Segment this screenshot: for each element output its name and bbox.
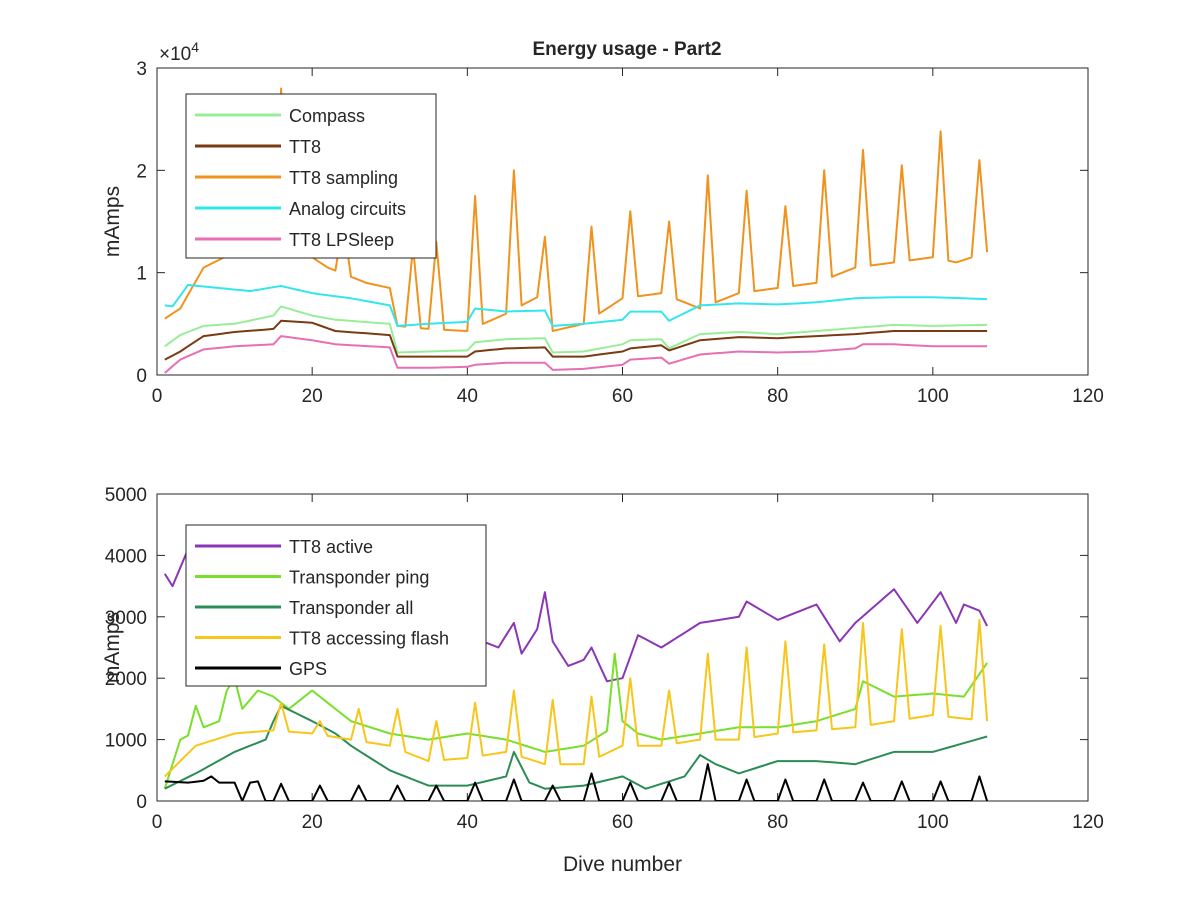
series-line-tt8 xyxy=(164,319,988,361)
x-tick-label: 100 xyxy=(917,812,949,833)
x-tick-label: 40 xyxy=(457,386,478,407)
legend-box xyxy=(185,93,437,259)
y-axis-label: mAmps xyxy=(101,186,124,257)
legend-label: TT8 LPSleep xyxy=(289,230,394,250)
legend-label: Analog circuits xyxy=(289,199,406,219)
y-tick-label: 3000 xyxy=(105,608,147,629)
y-exponent-power: 4 xyxy=(191,39,199,55)
y-tick-label: 1 xyxy=(136,264,147,285)
x-tick-label: 100 xyxy=(917,386,949,407)
x-tick-label: 40 xyxy=(457,812,478,833)
legend-label: TT8 sampling xyxy=(289,168,398,188)
x-tick-label: 60 xyxy=(612,812,633,833)
legend-label: TT8 accessing flash xyxy=(289,629,449,649)
y-tick-label: 1000 xyxy=(105,731,147,752)
x-tick-label: 60 xyxy=(612,386,633,407)
series-line-analog-circuits xyxy=(164,283,988,327)
x-tick-label: 20 xyxy=(302,812,323,833)
y-tick-label: 2 xyxy=(136,161,147,182)
y-exponent-base: ×10 xyxy=(159,44,191,65)
series-line-transponder-ping xyxy=(163,652,988,789)
y-tick-label: 5000 xyxy=(105,485,147,506)
legend: TT8 active Transponder ping Transponder al… xyxy=(185,524,487,687)
y-tick-label: 3 xyxy=(136,59,147,80)
x-tick-label: 120 xyxy=(1072,812,1104,833)
legend-label: Compass xyxy=(289,106,365,126)
x-tick-label: 80 xyxy=(767,812,788,833)
x-tick-label: 120 xyxy=(1072,386,1104,407)
legend-label: TT8 active xyxy=(289,537,373,557)
series-line-tt8-lpsleep xyxy=(164,335,988,374)
x-tick-label: 20 xyxy=(302,386,323,407)
y-axis-label: mAmps xyxy=(101,612,124,683)
plot-area xyxy=(163,548,989,801)
series-line-compass xyxy=(164,305,988,354)
series-line-tt8-accessing-flash xyxy=(164,618,989,778)
top-subplot: 0 20 40 60 80 100 120 0 1 2 3 ×104 mAmps Compass TT8 TT… xyxy=(101,39,1104,407)
y-exponent-label: ×104 xyxy=(159,39,199,65)
series-line-transponder-all xyxy=(164,704,988,790)
legend: Compass TT8 TT8 sampling Analog circuits TT8… xyxy=(185,93,437,259)
legend-label: Transponder all xyxy=(289,598,413,618)
y-tick-label: 0 xyxy=(136,792,147,813)
legend-label: Transponder ping xyxy=(289,568,429,588)
y-tick-label: 2000 xyxy=(105,669,147,690)
legend-label: GPS xyxy=(289,659,327,679)
x-axis-label: Dive number xyxy=(563,853,682,876)
legend-label: TT8 xyxy=(289,137,321,157)
y-tick-label: 0 xyxy=(136,366,147,387)
chart-title: Energy usage - Part2 xyxy=(532,39,721,60)
x-tick-label: 80 xyxy=(767,386,788,407)
y-tick-label: 4000 xyxy=(105,546,147,567)
bottom-subplot: 0 20 40 60 80 100 120 0 1000 2000 3000 4000 5000 mAmp… xyxy=(101,485,1104,876)
x-tick-label: 0 xyxy=(152,812,163,833)
x-tick-label: 0 xyxy=(152,386,163,407)
